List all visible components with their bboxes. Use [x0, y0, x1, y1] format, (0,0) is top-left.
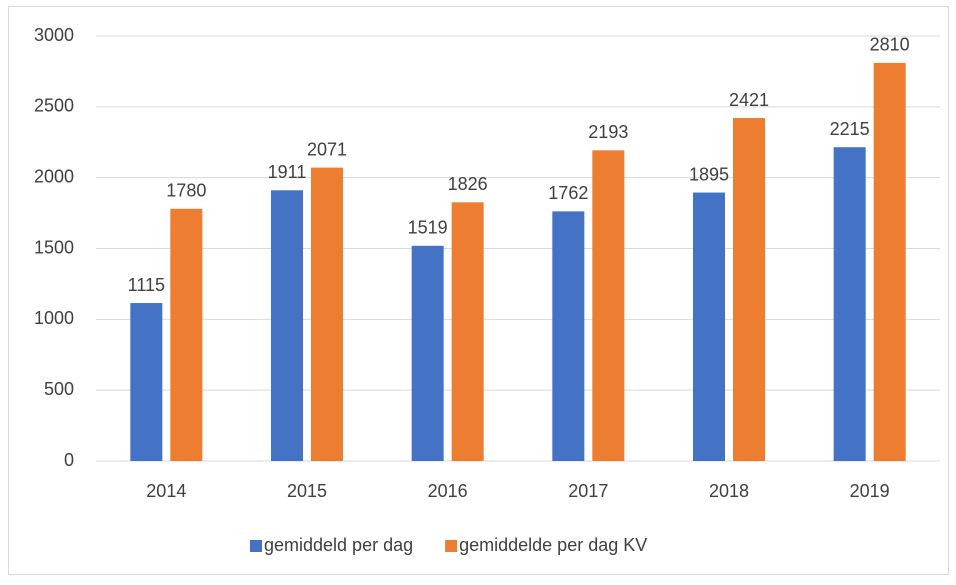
data-label: 1780	[166, 181, 206, 201]
x-tick-label: 2017	[568, 481, 608, 501]
bar	[693, 192, 725, 461]
y-tick-label: 1500	[34, 237, 74, 257]
y-tick-label: 2500	[34, 96, 74, 116]
x-tick-label: 2016	[428, 481, 468, 501]
bar	[170, 208, 203, 461]
bar	[733, 118, 765, 462]
bar	[311, 167, 343, 461]
bar	[592, 150, 625, 461]
x-tick-label: 2019	[850, 481, 890, 501]
bar	[271, 190, 303, 461]
bar	[411, 245, 444, 461]
data-label: 1762	[548, 183, 588, 203]
legend-label: gemiddelde per dag KV	[459, 535, 647, 555]
x-tick-label: 2014	[146, 481, 186, 501]
data-label: 2193	[588, 122, 628, 142]
data-label: 2071	[307, 139, 347, 159]
data-label: 1519	[408, 218, 448, 238]
x-tick-label: 2018	[709, 481, 749, 501]
data-label: 1115	[128, 275, 165, 295]
y-tick-label: 500	[44, 379, 74, 399]
data-label: 1895	[689, 164, 729, 184]
bar	[451, 202, 484, 462]
bar	[833, 147, 866, 462]
data-label: 2215	[830, 119, 870, 139]
legend-swatch	[445, 540, 458, 552]
y-tick-label: 0	[64, 450, 74, 470]
data-label: 2421	[729, 90, 769, 110]
y-tick-label: 1000	[34, 308, 74, 328]
x-tick-label: 2015	[287, 481, 327, 501]
y-tick-label: 3000	[34, 25, 74, 45]
data-label: 1826	[448, 174, 488, 194]
y-tick-label: 2000	[34, 166, 74, 186]
legend-label: gemiddeld per dag	[264, 535, 413, 555]
bar	[552, 211, 585, 461]
legend-swatch	[250, 540, 262, 552]
data-label: 2810	[870, 35, 910, 55]
bar	[130, 303, 163, 461]
data-label: 1911	[268, 162, 307, 182]
bar	[873, 62, 906, 462]
